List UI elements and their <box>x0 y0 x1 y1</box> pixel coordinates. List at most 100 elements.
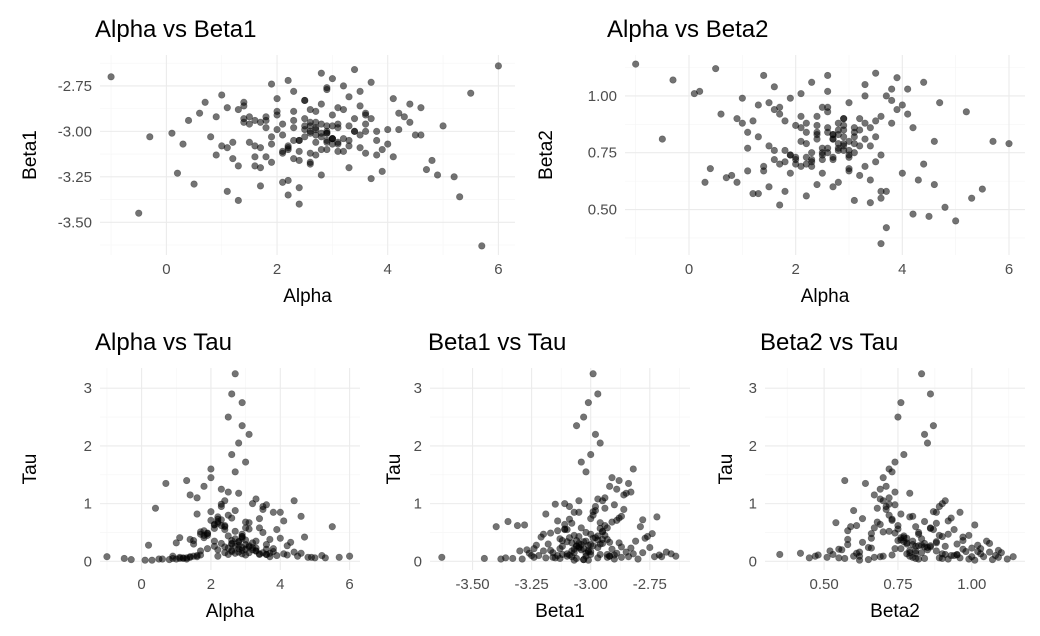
data-point <box>845 137 853 145</box>
data-point <box>920 78 928 86</box>
y-axis-label: Tau <box>20 454 41 485</box>
data-point <box>565 515 574 523</box>
data-point <box>135 209 143 217</box>
data-point <box>267 158 276 166</box>
data-point <box>864 556 873 564</box>
y-axis-label: Tau <box>384 454 405 485</box>
data-point <box>200 482 208 490</box>
data-point <box>373 136 381 145</box>
data-point <box>217 539 225 548</box>
data-point <box>754 101 762 109</box>
data-point <box>218 91 226 99</box>
data-point <box>231 506 239 515</box>
x-tick-label: 6 <box>1005 261 1013 278</box>
data-point <box>107 73 115 81</box>
data-point <box>840 115 848 123</box>
data-point <box>190 180 198 188</box>
data-point <box>872 117 880 125</box>
data-point <box>575 532 583 541</box>
data-point <box>584 547 592 556</box>
data-point <box>480 554 488 563</box>
data-point <box>861 162 869 170</box>
panel-p3: 0 2 4 6 0 1 2 3 Alpha vs Tau Alpha Tau <box>20 329 360 622</box>
data-point <box>210 542 218 550</box>
data-point <box>941 203 949 211</box>
x-axis-label: Alpha <box>283 286 332 307</box>
y-tick-label: 2 <box>84 438 92 455</box>
data-point <box>852 521 861 530</box>
data-point <box>411 131 420 139</box>
x-tick-label: 0.75 <box>883 576 912 593</box>
data-point <box>781 158 789 166</box>
data-point <box>781 146 789 155</box>
data-point <box>606 552 614 560</box>
data-point <box>920 430 929 438</box>
data-point <box>941 542 949 550</box>
data-point <box>224 544 232 552</box>
data-point <box>994 553 1003 561</box>
data-point <box>891 488 899 496</box>
data-point <box>284 76 292 85</box>
data-point <box>384 140 392 148</box>
data-point <box>856 115 864 123</box>
data-point <box>994 546 1003 554</box>
data-point <box>345 93 353 101</box>
data-point <box>953 540 961 548</box>
y-tick-label: 1 <box>414 496 422 513</box>
data-point <box>845 153 853 161</box>
x-tick-label: -3.00 <box>574 576 608 593</box>
data-point <box>238 422 246 430</box>
data-point <box>245 430 253 438</box>
data-point <box>906 489 914 497</box>
data-point <box>433 171 442 179</box>
data-point <box>629 550 637 558</box>
data-point <box>290 136 298 145</box>
data-point <box>544 540 552 548</box>
data-point <box>283 542 291 550</box>
y-tick-label: 2 <box>414 438 422 455</box>
x-tick-label: -3.50 <box>455 576 489 593</box>
data-point <box>251 153 259 161</box>
data-point <box>802 192 810 200</box>
data-point <box>888 85 896 93</box>
data-point <box>582 468 590 476</box>
data-point <box>696 87 704 95</box>
data-point <box>238 399 246 407</box>
data-point <box>834 178 842 186</box>
data-point <box>350 65 359 74</box>
data-point <box>229 155 237 163</box>
data-point <box>850 506 858 515</box>
data-point <box>617 512 626 520</box>
data-point <box>563 550 571 558</box>
data-point <box>395 125 403 134</box>
data-point <box>242 458 250 466</box>
data-point <box>608 474 616 482</box>
data-point <box>925 212 933 220</box>
data-point <box>172 539 180 547</box>
data-point <box>920 160 928 168</box>
x-tick-label: 4 <box>898 261 906 278</box>
data-point <box>834 126 842 134</box>
data-point <box>706 165 714 173</box>
data-point <box>224 488 232 496</box>
data-point <box>295 184 303 192</box>
data-point <box>596 519 604 527</box>
data-point <box>829 153 837 161</box>
data-point <box>290 116 298 125</box>
data-point <box>978 185 986 193</box>
data-point <box>183 555 191 563</box>
panel-p1: 0 2 4 6 -3.50 -3.25 -3.00 -2.75 Alpha vs Beta1 Al… <box>20 16 515 307</box>
data-point <box>909 210 917 218</box>
data-point <box>345 164 353 172</box>
data-point <box>932 508 940 516</box>
data-point <box>295 200 303 208</box>
data-point <box>312 124 320 132</box>
data-point <box>587 450 595 459</box>
data-point <box>938 532 946 541</box>
y-tick-label: 3 <box>414 380 422 397</box>
data-point <box>835 554 843 562</box>
data-point <box>813 180 821 189</box>
data-point <box>228 450 236 459</box>
panel-p5: 0.50 0.75 1.00 0 1 2 3 Beta2 vs Tau Beta2 Tau <box>716 329 1025 622</box>
data-point <box>223 104 231 112</box>
